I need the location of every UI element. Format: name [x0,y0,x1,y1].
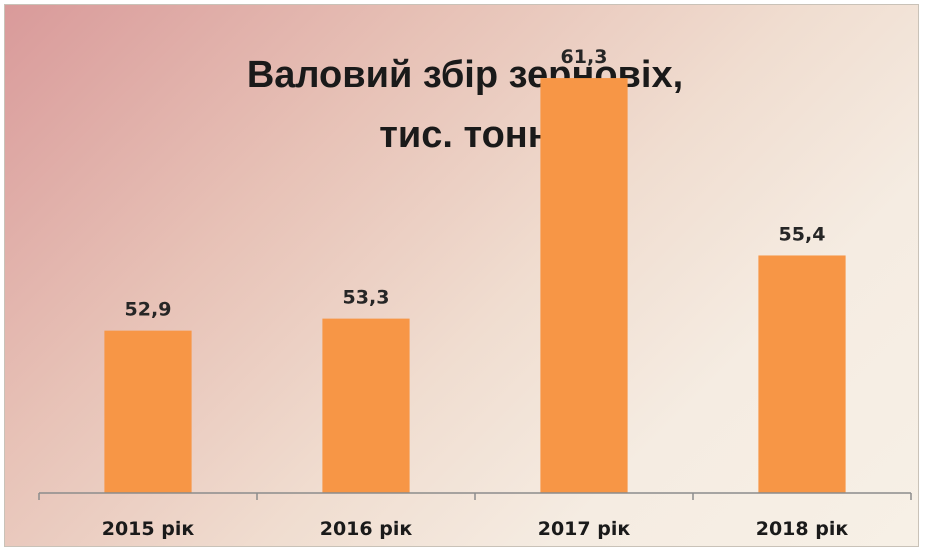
data-label: 61,3 [561,46,608,68]
x-axis-labels: 2015 рік 2016 рік 2017 рік 2018 рік [102,518,849,540]
x-axis-ticks [38,493,912,500]
chart-subtitle: тис. тонн [379,114,550,156]
data-label: 53,3 [343,287,390,309]
x-tick-label: 2018 рік [756,518,849,540]
x-tick-label: 2015 рік [102,518,195,540]
bar [104,330,192,493]
bar [758,255,846,493]
x-tick-label: 2016 рік [320,518,413,540]
chart-area: Валовий збір зерновіх, тис. тонн 52,9 53,… [4,4,919,547]
bars-group: 52,9 53,3 61,3 55,4 [104,46,846,493]
x-tick-label: 2017 рік [538,518,631,540]
bar-chart: Валовий збір зерновіх, тис. тонн 52,953,… [38,46,912,540]
bar [540,78,628,493]
bar [322,318,410,493]
data-label: 55,4 [779,223,826,245]
data-label: 52,9 [125,299,172,321]
